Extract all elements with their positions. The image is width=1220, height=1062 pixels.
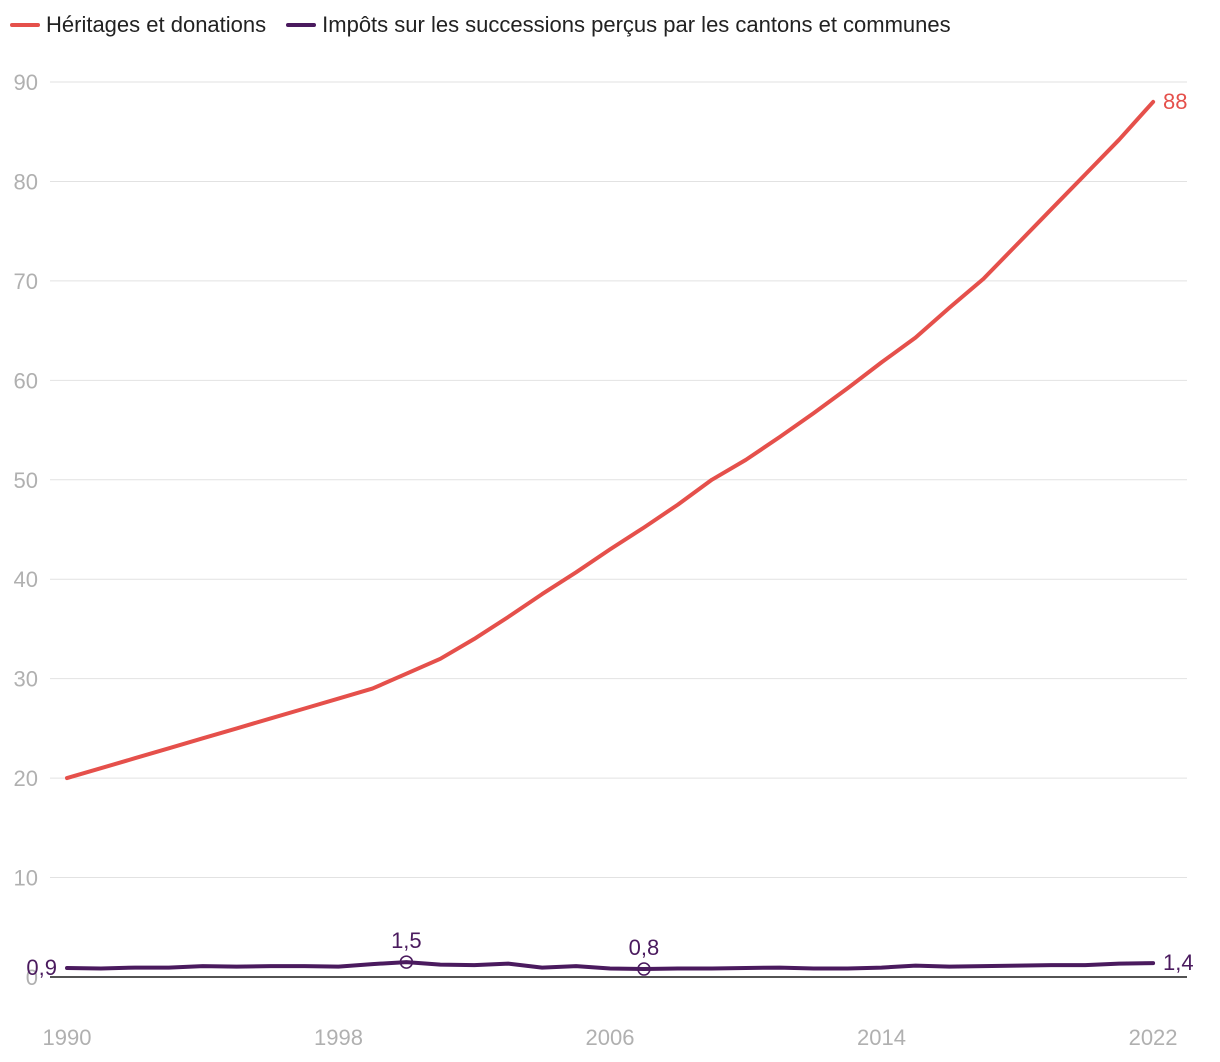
y-tick-label-10: 10: [14, 866, 38, 891]
legend-label-impots: Impôts sur les successions perçus par le…: [322, 12, 951, 37]
x-tick-label-1990: 1990: [42, 1025, 91, 1050]
x-tick-label-2022: 2022: [1129, 1025, 1178, 1050]
data-label-1-32: 1,4: [1163, 950, 1194, 975]
annotation-marker-1-10: [399, 955, 414, 969]
x-tick-label-1998: 1998: [314, 1025, 363, 1050]
x-tick-label-2006: 2006: [586, 1025, 635, 1050]
x-tick-label-2014: 2014: [857, 1025, 906, 1050]
legend-swatch-heritages: [10, 23, 40, 27]
legend-swatch-impots: [286, 23, 317, 27]
y-tick-label-0: 0: [26, 965, 38, 990]
annotation-marker-1-17: [637, 962, 651, 976]
y-tick-label-60: 60: [14, 368, 38, 393]
legend: Héritages et donations Impôts sur les su…: [10, 12, 971, 38]
legend-item-heritages[interactable]: Héritages et donations: [10, 12, 266, 38]
legend-label-heritages: Héritages et donations: [46, 12, 267, 37]
series-lines: [65, 99, 1156, 971]
y-tick-label-30: 30: [14, 667, 38, 692]
data-label-0-32: 88: [1163, 89, 1187, 114]
data-label-1-10: 1,5: [391, 928, 422, 953]
y-tick-label-20: 20: [14, 766, 38, 791]
x-axis-ticks: 1990 1998 2006 2014 2022: [42, 1025, 1177, 1050]
annotations: 0,9 1,5 0,8 1,4 88: [26, 89, 1193, 980]
data-label-1-17: 0,8: [629, 935, 660, 960]
series-line-1: [65, 960, 1156, 971]
series-line-0: [65, 99, 1156, 781]
y-tick-label-90: 90: [14, 70, 38, 95]
data-label-1-0: 0,9: [26, 955, 57, 980]
y-axis-ticks: 0 10 20 30 40 50 60 70 80 90: [14, 70, 38, 990]
y-tick-label-70: 70: [14, 269, 38, 294]
y-tick-label-40: 40: [14, 567, 38, 592]
legend-item-impots[interactable]: Impôts sur les successions perçus par le…: [286, 12, 951, 38]
grid: [50, 81, 1187, 978]
y-tick-label-50: 50: [14, 468, 38, 493]
y-tick-label-80: 80: [14, 169, 38, 194]
